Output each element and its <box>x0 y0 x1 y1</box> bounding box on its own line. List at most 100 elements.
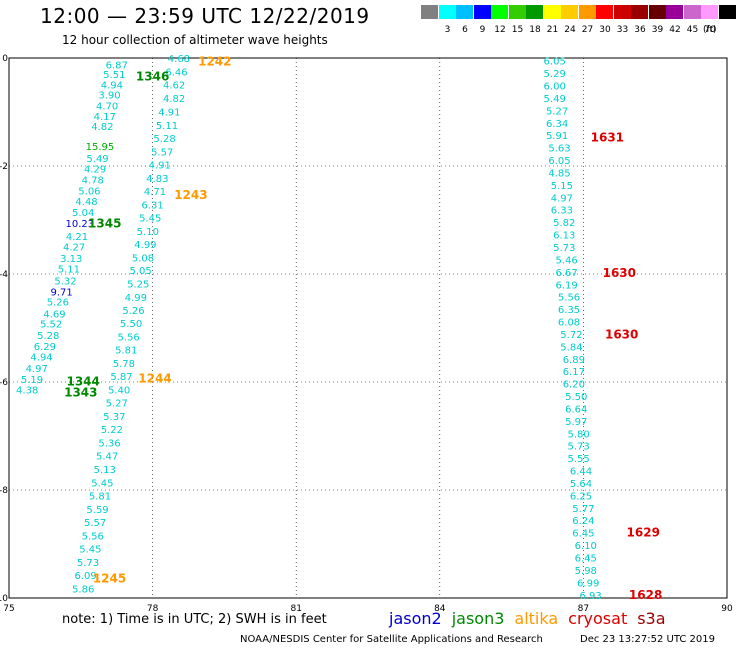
swh-value: 5.73 <box>567 442 589 453</box>
pass-time-label: 1346 <box>136 69 169 83</box>
swh-value: 5.50 <box>120 319 142 330</box>
swh-value: 6.19 <box>556 280 578 291</box>
units-note: note: 1) Time is in UTC; 2) SWH is in fe… <box>62 612 327 627</box>
swh-value: 4.62 <box>163 80 185 91</box>
swh-value: 5.46 <box>556 255 578 266</box>
scale-label: 18 <box>529 25 541 35</box>
swh-value: 6.99 <box>577 578 599 589</box>
lon-tick-label: 81 <box>290 604 301 614</box>
swh-value: 6.93 <box>579 591 601 602</box>
swh-value: 5.57 <box>84 518 106 529</box>
generated-timestamp: Dec 23 13:27:52 UTC 2019 <box>580 634 715 645</box>
swh-value: 4.71 <box>144 187 166 198</box>
swh-value: 5.27 <box>106 399 128 410</box>
swh-value: 5.87 <box>110 372 132 383</box>
lat-tick-label: -8 <box>0 486 8 496</box>
swh-value: 5.51 <box>103 70 125 81</box>
swh-value: 5.40 <box>108 386 130 397</box>
pass-time-label: 1344 <box>66 374 99 388</box>
lat-tick-label: -10 <box>0 594 8 604</box>
swh-value: 6.13 <box>553 231 575 242</box>
scale-label: 33 <box>616 25 629 35</box>
swh-value: 4.48 <box>75 197 97 208</box>
swh-value: 5.08 <box>132 253 154 264</box>
swh-value: 4.94 <box>101 80 123 91</box>
swh-value: 5.36 <box>98 438 120 449</box>
scale-label: 6 <box>462 25 468 35</box>
swh-value: 5.04 <box>72 208 94 219</box>
swh-value: 4.82 <box>91 122 113 133</box>
swh-value: 6.05 <box>544 57 566 68</box>
pass-time-label: 1629 <box>627 526 660 540</box>
scale-swatch <box>508 5 526 19</box>
legend-jason2: jason2 <box>389 609 442 628</box>
swh-value: 5.11 <box>156 121 178 132</box>
swh-value: 5.56 <box>558 293 580 304</box>
scale-label: 36 <box>634 25 646 35</box>
scale-swatch <box>631 5 648 19</box>
swh-value: 5.56 <box>82 531 104 542</box>
lon-tick-label: 90 <box>721 604 733 614</box>
swh-value: 6.24 <box>572 516 594 527</box>
scale-label: 21 <box>546 25 559 35</box>
swh-value: 5.56 <box>118 333 140 344</box>
scale-label: 12 <box>494 25 506 35</box>
swh-value: 5.72 <box>560 330 582 341</box>
swh-value: 9.71 <box>51 287 73 298</box>
swh-value: 6.45 <box>572 529 594 540</box>
swh-value: 5.22 <box>101 425 123 436</box>
swh-value: 4.83 <box>146 174 168 185</box>
swh-value: 5.37 <box>103 412 125 423</box>
swh-value: 5.06 <box>78 186 100 197</box>
swh-value: 10.23 <box>66 219 95 230</box>
scale-label: 30 <box>599 25 611 35</box>
swh-value: 4.91 <box>158 107 180 118</box>
swh-value: 4.85 <box>548 168 570 179</box>
legend-jason3: jason3 <box>451 609 505 628</box>
swh-value: 4.99 <box>134 240 156 251</box>
swh-value: 3.13 <box>60 254 82 265</box>
swh-value: 6.00 <box>544 82 566 93</box>
swh-value: 5.32 <box>54 276 76 287</box>
swh-value: 5.64 <box>570 479 592 490</box>
swh-value: 4.99 <box>125 293 147 304</box>
swh-value: 5.47 <box>96 451 118 462</box>
swh-value: 5.82 <box>553 218 575 229</box>
swh-value: 5.13 <box>94 465 116 476</box>
lat-tick-label: -4 <box>0 270 8 280</box>
pass-time-label: 1628 <box>629 588 662 602</box>
satellite-legend: jason2 jason3 altika cryosat s3a <box>389 609 676 628</box>
swh-value: 5.80 <box>567 429 589 440</box>
legend-cryosat: cryosat <box>568 609 628 628</box>
lat-tick-label: -6 <box>0 378 8 388</box>
pass-time-label: 1242 <box>198 55 231 69</box>
swh-value: 5.26 <box>122 306 144 317</box>
swh-value: 5.63 <box>548 144 570 155</box>
legend-s3a: s3a <box>637 609 666 628</box>
swh-value: 6.05 <box>548 156 570 167</box>
swh-value: 5.50 <box>565 392 587 403</box>
scale-label: 3 <box>444 25 451 35</box>
swh-value: 4.70 <box>96 102 118 113</box>
swh-value: 5.45 <box>139 213 161 224</box>
scale-swatch <box>683 5 701 19</box>
swh-value: 6.08 <box>558 318 580 329</box>
swh-value: 6.25 <box>570 491 592 502</box>
swh-value: 5.28 <box>153 134 175 145</box>
swh-value: 5.26 <box>47 298 69 309</box>
scale-swatch <box>596 5 613 19</box>
swh-value: 5.10 <box>137 227 159 238</box>
scale-swatch <box>613 5 631 19</box>
swh-value: 5.15 <box>551 181 573 192</box>
scale-label: 15 <box>511 25 524 35</box>
map-title: 12:00 — 23:59 UTC 12/22/2019 <box>40 4 370 28</box>
scale-swatch <box>578 5 596 19</box>
swh-value: 6.67 <box>556 268 578 279</box>
scale-label: 9 <box>479 25 486 35</box>
scale-label: 24 <box>564 25 576 35</box>
pass-time-label: 1343 <box>64 386 97 400</box>
legend-altika: altika <box>514 609 559 628</box>
map-subtitle: 12 hour collection of altimeter wave hei… <box>62 33 328 47</box>
